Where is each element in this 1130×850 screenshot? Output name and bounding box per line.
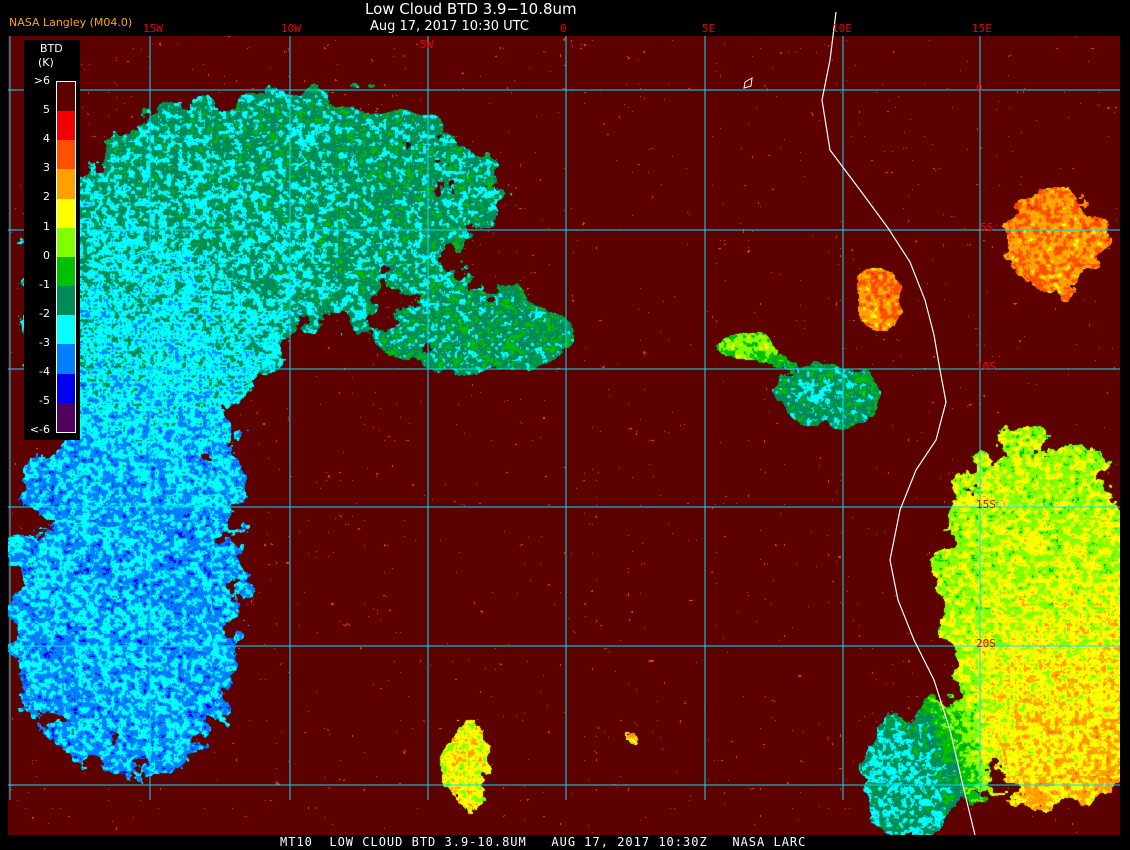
lon-label: 10E (832, 22, 852, 35)
legend-swatch (57, 227, 75, 257)
legend-swatch (57, 111, 75, 141)
legend-swatch (57, 198, 75, 228)
lat-label: 0 (976, 82, 983, 95)
legend-swatch (57, 82, 75, 112)
lon-label: 10W (281, 22, 301, 35)
map-timestamp: Aug 17, 2017 10:30 UTC (370, 19, 529, 34)
legend-color-bar (56, 81, 76, 433)
legend-swatch (57, 402, 75, 432)
legend-title: BTD (40, 42, 63, 55)
legend-swatch (57, 344, 75, 374)
legend-swatch (57, 373, 75, 403)
lat-label: 5S (980, 221, 994, 234)
legend-label: -5 (39, 394, 50, 408)
lat-label: 10S (976, 360, 996, 373)
legend-swatch (57, 169, 75, 199)
lon-label: 15W (143, 22, 163, 35)
legend-label: 5 (43, 103, 50, 117)
legend-unit: (K) (38, 56, 54, 69)
legend-label: -2 (39, 306, 50, 320)
credit-label: NASA Langley (M04.0) (9, 16, 133, 29)
legend-swatch (57, 286, 75, 316)
color-legend: BTD (K) >6 5 4 3 2 1 0 -1 -2 -3 -4 -5 <-6 (24, 40, 80, 440)
legend-label: -1 (39, 277, 50, 291)
lon-label: 5E (702, 22, 716, 35)
footer-caption: MT10 LOW CLOUD BTD 3.9-10.8UM AUG 17, 20… (280, 835, 807, 849)
legend-label: >6 (33, 74, 50, 87)
legend-label: -3 (39, 335, 50, 349)
lat-lon-grid (8, 36, 1120, 800)
legend-label: 1 (43, 219, 50, 233)
lon-label: 5W (420, 38, 434, 51)
legend-label: -4 (39, 365, 50, 378)
legend-swatch (57, 315, 75, 345)
legend-label: 0 (43, 248, 50, 262)
lat-label: 15S (976, 498, 996, 511)
legend-label: <-6 (29, 423, 50, 437)
island (743, 77, 753, 89)
legend-swatch (57, 256, 75, 287)
legend-label: 2 (43, 190, 50, 204)
lat-label: 20S (976, 637, 996, 650)
legend-label: 4 (43, 132, 50, 146)
coastline (821, 11, 976, 836)
map-title: Low Cloud BTD 3.9−10.8um (365, 0, 577, 18)
legend-label: 3 (43, 161, 50, 175)
lon-label: 15E (972, 22, 992, 35)
lon-label: 0 (560, 22, 567, 35)
legend-swatch (57, 140, 75, 170)
btd-satellite-image (8, 36, 1120, 835)
